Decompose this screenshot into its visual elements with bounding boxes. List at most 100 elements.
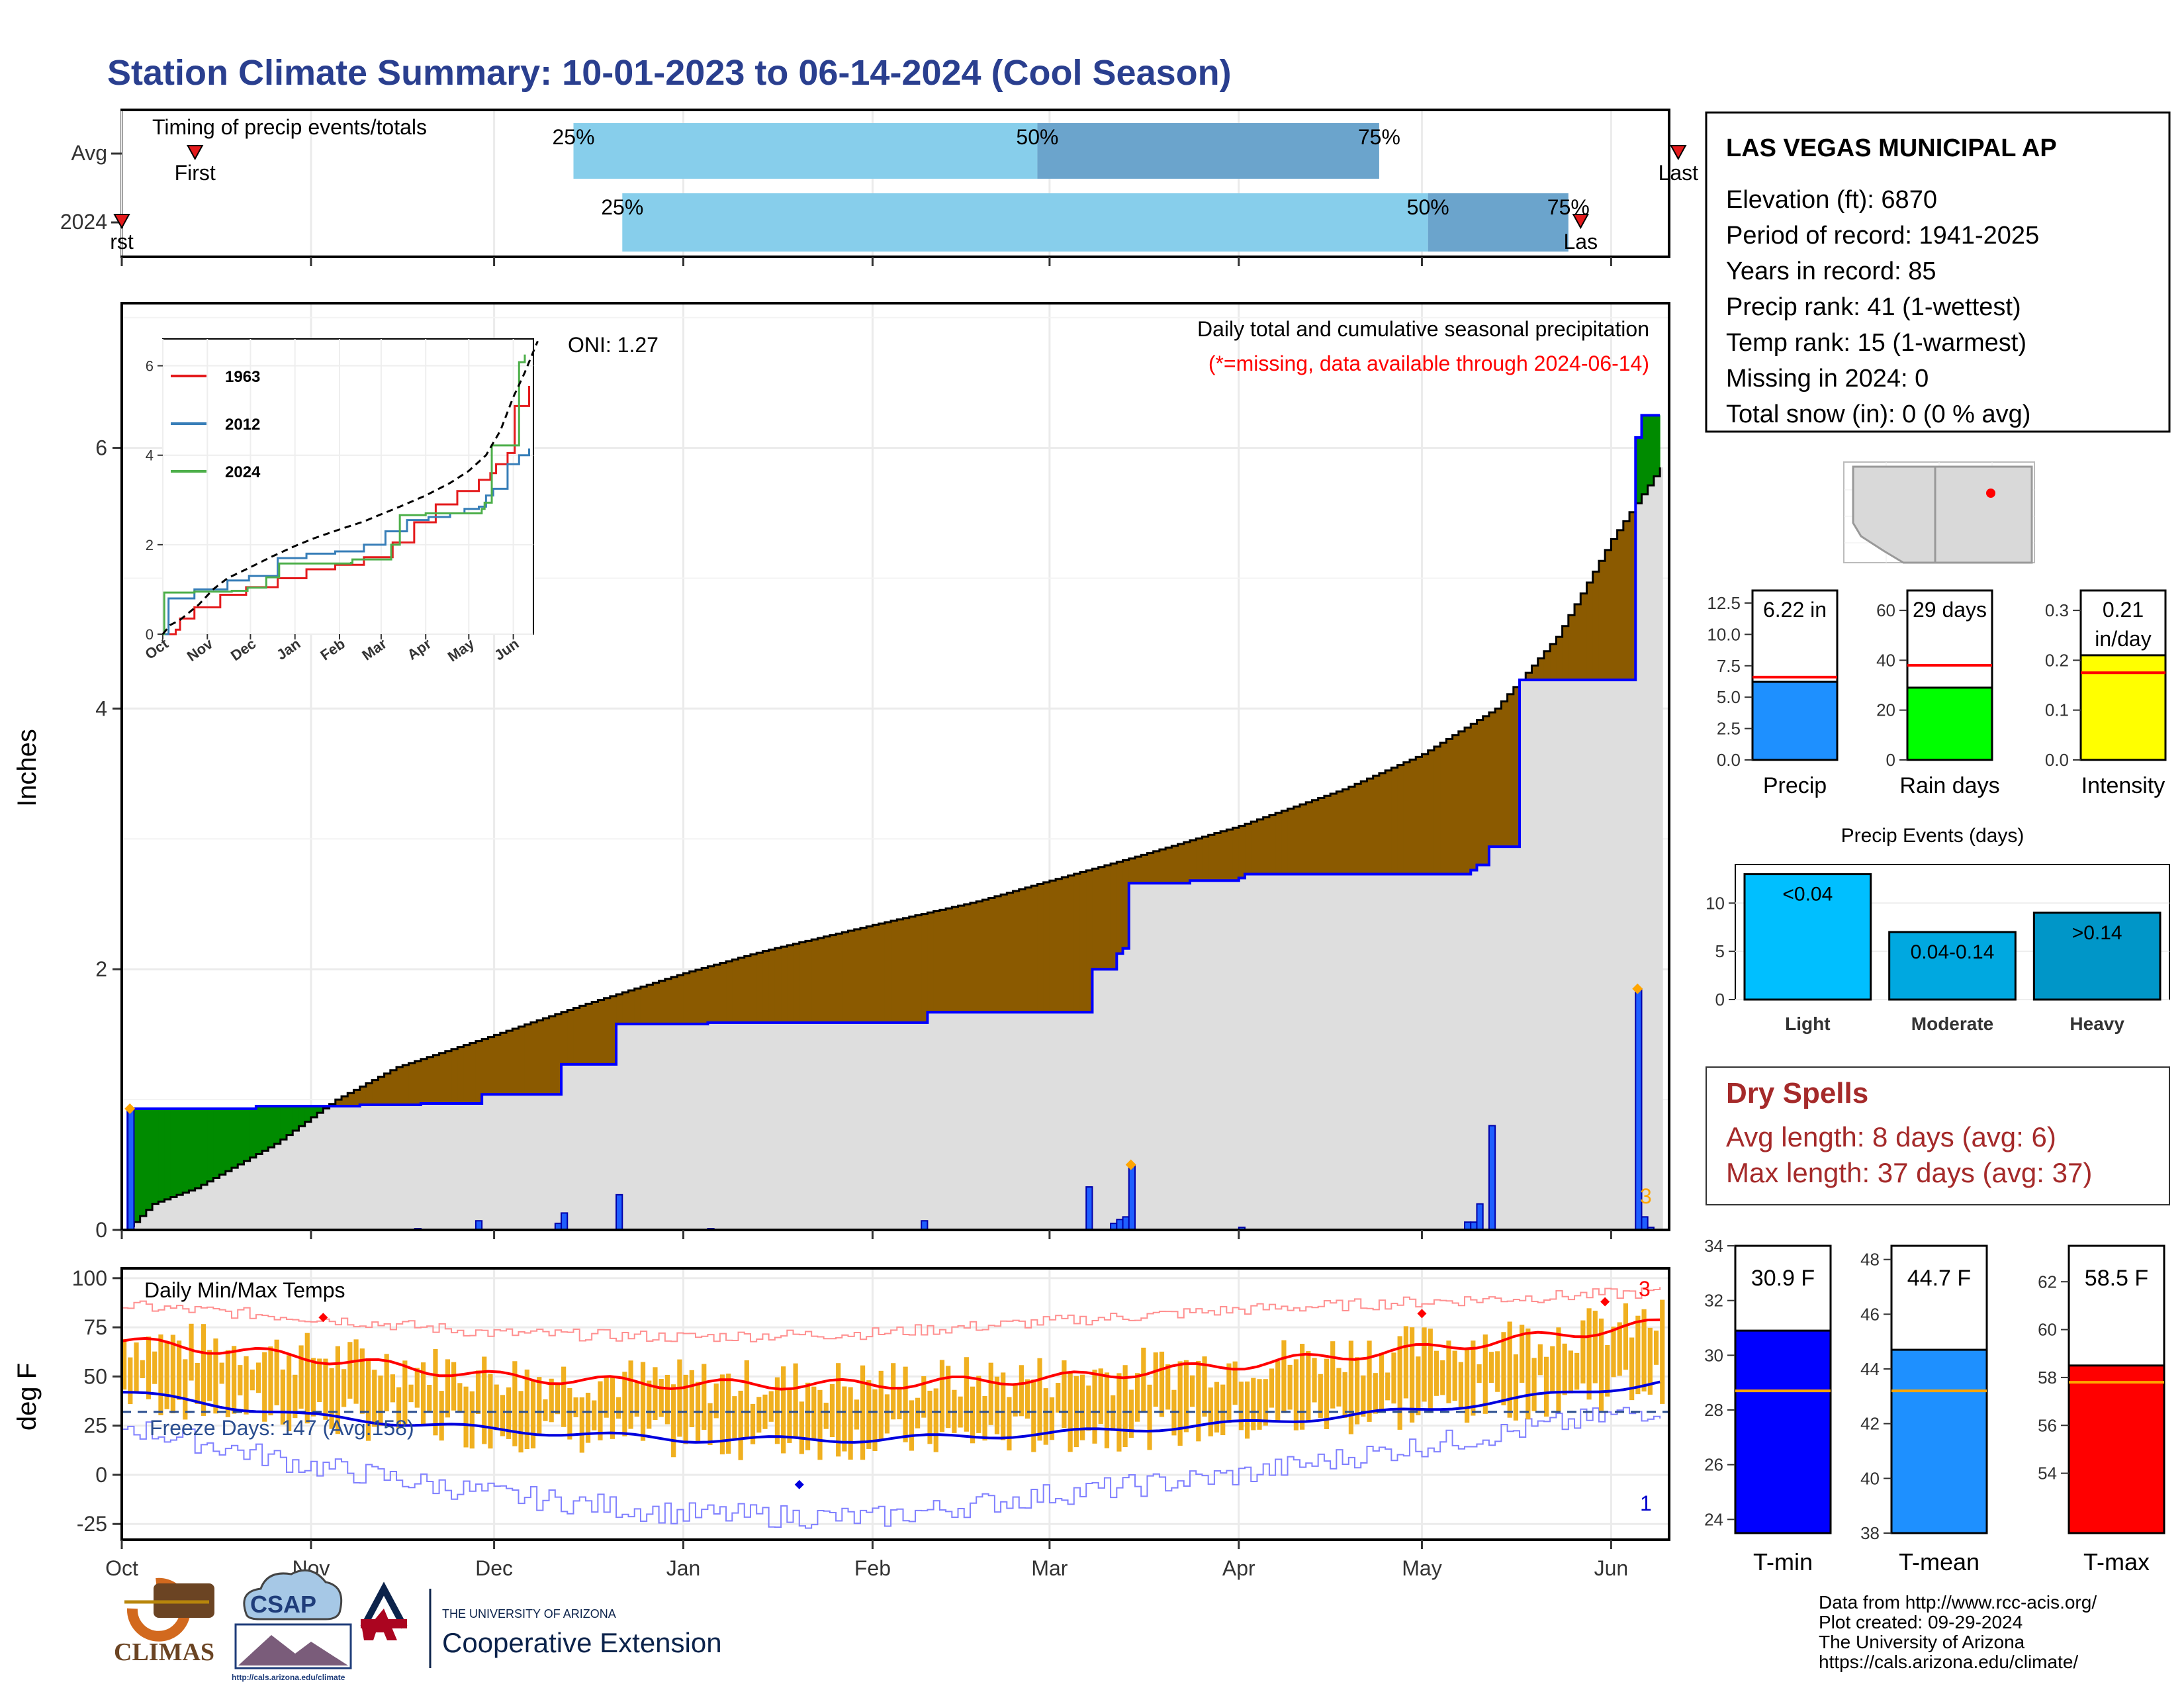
temp-summary-tick-label: 58 [2038, 1368, 2057, 1387]
month-label-may: May [1402, 1556, 1441, 1580]
temps-daily-bar [604, 1376, 609, 1418]
temps-daily-bar [683, 1374, 688, 1444]
temps-daily-bar [848, 1387, 853, 1460]
temps-daily-bar [573, 1397, 578, 1417]
timing-row-label: Avg [71, 141, 107, 165]
temps-daily-bar [647, 1380, 652, 1429]
precip-deficit-area [1336, 791, 1343, 874]
precip-deficit-area [1257, 819, 1264, 874]
temps-daily-bar [1501, 1332, 1506, 1405]
temps-daily-bar [561, 1366, 567, 1427]
precip-deficit-area [530, 1022, 537, 1095]
precip-daily-bar [615, 1194, 623, 1231]
precip-deficit-area [1373, 776, 1380, 874]
precip-deficit-area [726, 961, 733, 1023]
precip-deficit-area [1592, 571, 1600, 680]
temps-daily-bar [1440, 1360, 1445, 1395]
temps-daily-bar [1128, 1389, 1134, 1438]
temps-daily-bar [1196, 1360, 1201, 1442]
precip-deficit-area [1245, 823, 1251, 874]
precip-deficit-area [1043, 882, 1050, 1013]
temps-daily-bar [1635, 1315, 1641, 1395]
precip-daily-bar [1488, 1125, 1496, 1231]
timing-first-label: rst [110, 230, 134, 254]
temps-y-tick-label: 75 [83, 1315, 107, 1339]
temps-daily-bar [1385, 1372, 1390, 1401]
timing-row-label: 2024 [60, 210, 107, 234]
precip-deficit-area [1598, 561, 1606, 680]
precip-deficit-area [1416, 757, 1422, 874]
temp-summary-value-label: 44.7 F [1907, 1266, 1971, 1291]
precip-deficit-area [970, 902, 977, 1013]
summary-bar [1906, 686, 1993, 761]
precip-deficit-area [1238, 825, 1246, 878]
temps-daily-bar [622, 1372, 627, 1436]
temps-daily-bar [189, 1323, 194, 1381]
precip-deficit-area [689, 971, 696, 1024]
precip-deficit-area [854, 929, 861, 1023]
temps-daily-bar [1482, 1334, 1488, 1414]
temps-daily-bar [244, 1356, 249, 1415]
temps-daily-bar [781, 1366, 786, 1454]
temp-summary-tick-label: 28 [1704, 1400, 1723, 1420]
temps-daily-bar [1367, 1340, 1372, 1422]
precip-surplus-area [225, 1108, 232, 1172]
temp-summary-tick-label: 48 [1860, 1250, 1880, 1270]
precip-deficit-area [1007, 892, 1014, 1013]
summary-value-unit: in/day [2095, 627, 2151, 651]
temps-daily-bar [1520, 1325, 1525, 1383]
precip-deficit-area [1367, 778, 1374, 874]
temps-daily-bar [255, 1362, 261, 1393]
temps-daily-bar [384, 1354, 389, 1412]
temps-daily-bar [1531, 1358, 1537, 1411]
month-label-mar: Mar [1031, 1556, 1068, 1580]
precip-deficit-area [872, 925, 880, 1023]
precip-deficit-area [610, 996, 617, 1064]
precip-deficit-area [457, 1047, 464, 1104]
precip-deficit-area [622, 992, 629, 1024]
summary-tick-label: 7.5 [1717, 656, 1741, 676]
temps-daily-bar [1281, 1340, 1287, 1413]
precip-deficit-area [982, 900, 989, 1013]
precip-deficit-area [1440, 743, 1447, 874]
timing-q25-label: 25% [552, 125, 594, 149]
temps-daily-bar [158, 1334, 163, 1415]
temps-daily-bar [774, 1377, 780, 1444]
temps-daily-bar [1177, 1361, 1183, 1446]
temps-daily-bar [433, 1349, 438, 1436]
precip-deficit-area [420, 1058, 428, 1104]
temps-daily-bar [1324, 1358, 1330, 1429]
temps-daily-bar [287, 1355, 292, 1432]
month-label-feb: Feb [854, 1556, 891, 1580]
precip-deficit-area [451, 1049, 458, 1104]
precip-surplus-area [1647, 415, 1655, 486]
temps-daily-bar [427, 1385, 432, 1413]
precip-deficit-area [640, 986, 647, 1024]
dry-spells-max: Max length: 37 days (avg: 37) [1726, 1157, 2092, 1188]
precip-deficit-area [543, 1018, 550, 1095]
temps-daily-bar [1190, 1375, 1195, 1407]
temps-daily-bar [128, 1357, 133, 1405]
temps-daily-bar [293, 1374, 298, 1419]
temps-daily-bar [280, 1369, 285, 1425]
temps-daily-bar [817, 1389, 823, 1460]
month-label-jun: Jun [1594, 1556, 1629, 1580]
temps-daily-bar [268, 1346, 273, 1416]
temps-daily-bar [146, 1336, 152, 1399]
month-axis: Oct Nov Dec Jan Feb Mar Apr May Jun [105, 1540, 1628, 1580]
temps-daily-bar [1098, 1368, 1103, 1425]
temps-daily-bar [549, 1378, 554, 1423]
temps-daily-bar [494, 1384, 499, 1430]
precip-deficit-area [842, 932, 849, 1023]
precip-deficit-area [469, 1043, 477, 1104]
timing-q25-label: 25% [601, 195, 643, 219]
precip-surplus-area [134, 1108, 141, 1223]
temps-daily-bar [177, 1340, 182, 1400]
ua-logo: THE UNIVERSITY OF ARIZONA Cooperative Ex… [360, 1581, 722, 1668]
timing-last-label: Las [1563, 230, 1598, 254]
inset-avg-line [161, 340, 539, 635]
temps-daily-bar [1068, 1372, 1073, 1452]
precip-deficit-area [439, 1053, 446, 1104]
temps-daily-bar [1452, 1350, 1457, 1401]
timing-panel: Timing of precip events/totals Avg 25% 50% 7… [60, 109, 1698, 266]
